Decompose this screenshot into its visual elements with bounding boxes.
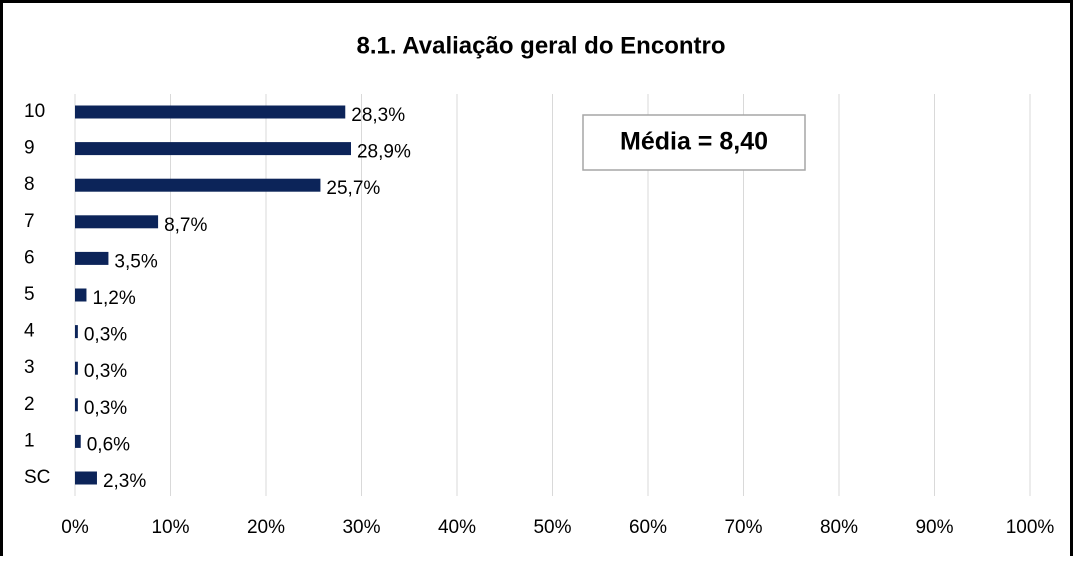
bar: [75, 288, 87, 302]
bar: [75, 434, 81, 448]
bar: [75, 398, 78, 412]
data-label: 28,9%: [357, 142, 411, 163]
data-label: 3,5%: [114, 251, 157, 272]
y-tick-label: 7: [24, 211, 35, 232]
bar: [75, 361, 78, 375]
data-label: 0,3%: [84, 325, 127, 346]
x-tick-label: 0%: [61, 517, 89, 538]
x-tick-label: 10%: [151, 517, 189, 538]
x-tick-label: 100%: [1006, 517, 1055, 538]
x-tick-label: 40%: [438, 517, 476, 538]
annotation-box: [582, 114, 806, 171]
annotation: Média = 8,40: [620, 128, 768, 156]
y-tick-label: 4: [24, 321, 35, 342]
data-label: 0,3%: [84, 361, 127, 382]
y-tick-label: 9: [24, 138, 35, 159]
data-label: 1,2%: [92, 288, 135, 309]
chart-title: 8.1. Avaliação geral do Encontro: [357, 32, 726, 59]
bar: [75, 251, 109, 265]
bar: [75, 471, 97, 485]
bar: [75, 178, 321, 192]
data-label: 8,7%: [164, 215, 207, 236]
data-label: 28,3%: [351, 105, 405, 126]
bar: [75, 142, 351, 156]
y-tick-label: 2: [24, 394, 35, 415]
x-tick-label: 80%: [820, 517, 858, 538]
y-tick-label: SC: [24, 467, 50, 488]
y-tick-label: 6: [24, 247, 35, 268]
data-label: 0,3%: [84, 398, 127, 419]
y-tick-label: 3: [24, 357, 35, 378]
y-tick-label: 8: [24, 174, 35, 195]
data-label: 25,7%: [326, 178, 380, 199]
x-tick-label: 60%: [629, 517, 667, 538]
bar: [75, 215, 159, 229]
data-label: 2,3%: [103, 471, 146, 492]
y-tick-label: 1: [24, 430, 35, 451]
y-tick-label: 10: [24, 101, 45, 122]
y-tick-label: 5: [24, 284, 35, 305]
bar: [75, 105, 346, 119]
x-tick-label: 30%: [342, 517, 380, 538]
x-tick-label: 50%: [533, 517, 571, 538]
x-tick-label: 70%: [724, 517, 762, 538]
x-tick-label: 90%: [915, 517, 953, 538]
x-tick-label: 20%: [247, 517, 285, 538]
data-label: 0,6%: [87, 434, 130, 455]
bar: [75, 325, 78, 339]
